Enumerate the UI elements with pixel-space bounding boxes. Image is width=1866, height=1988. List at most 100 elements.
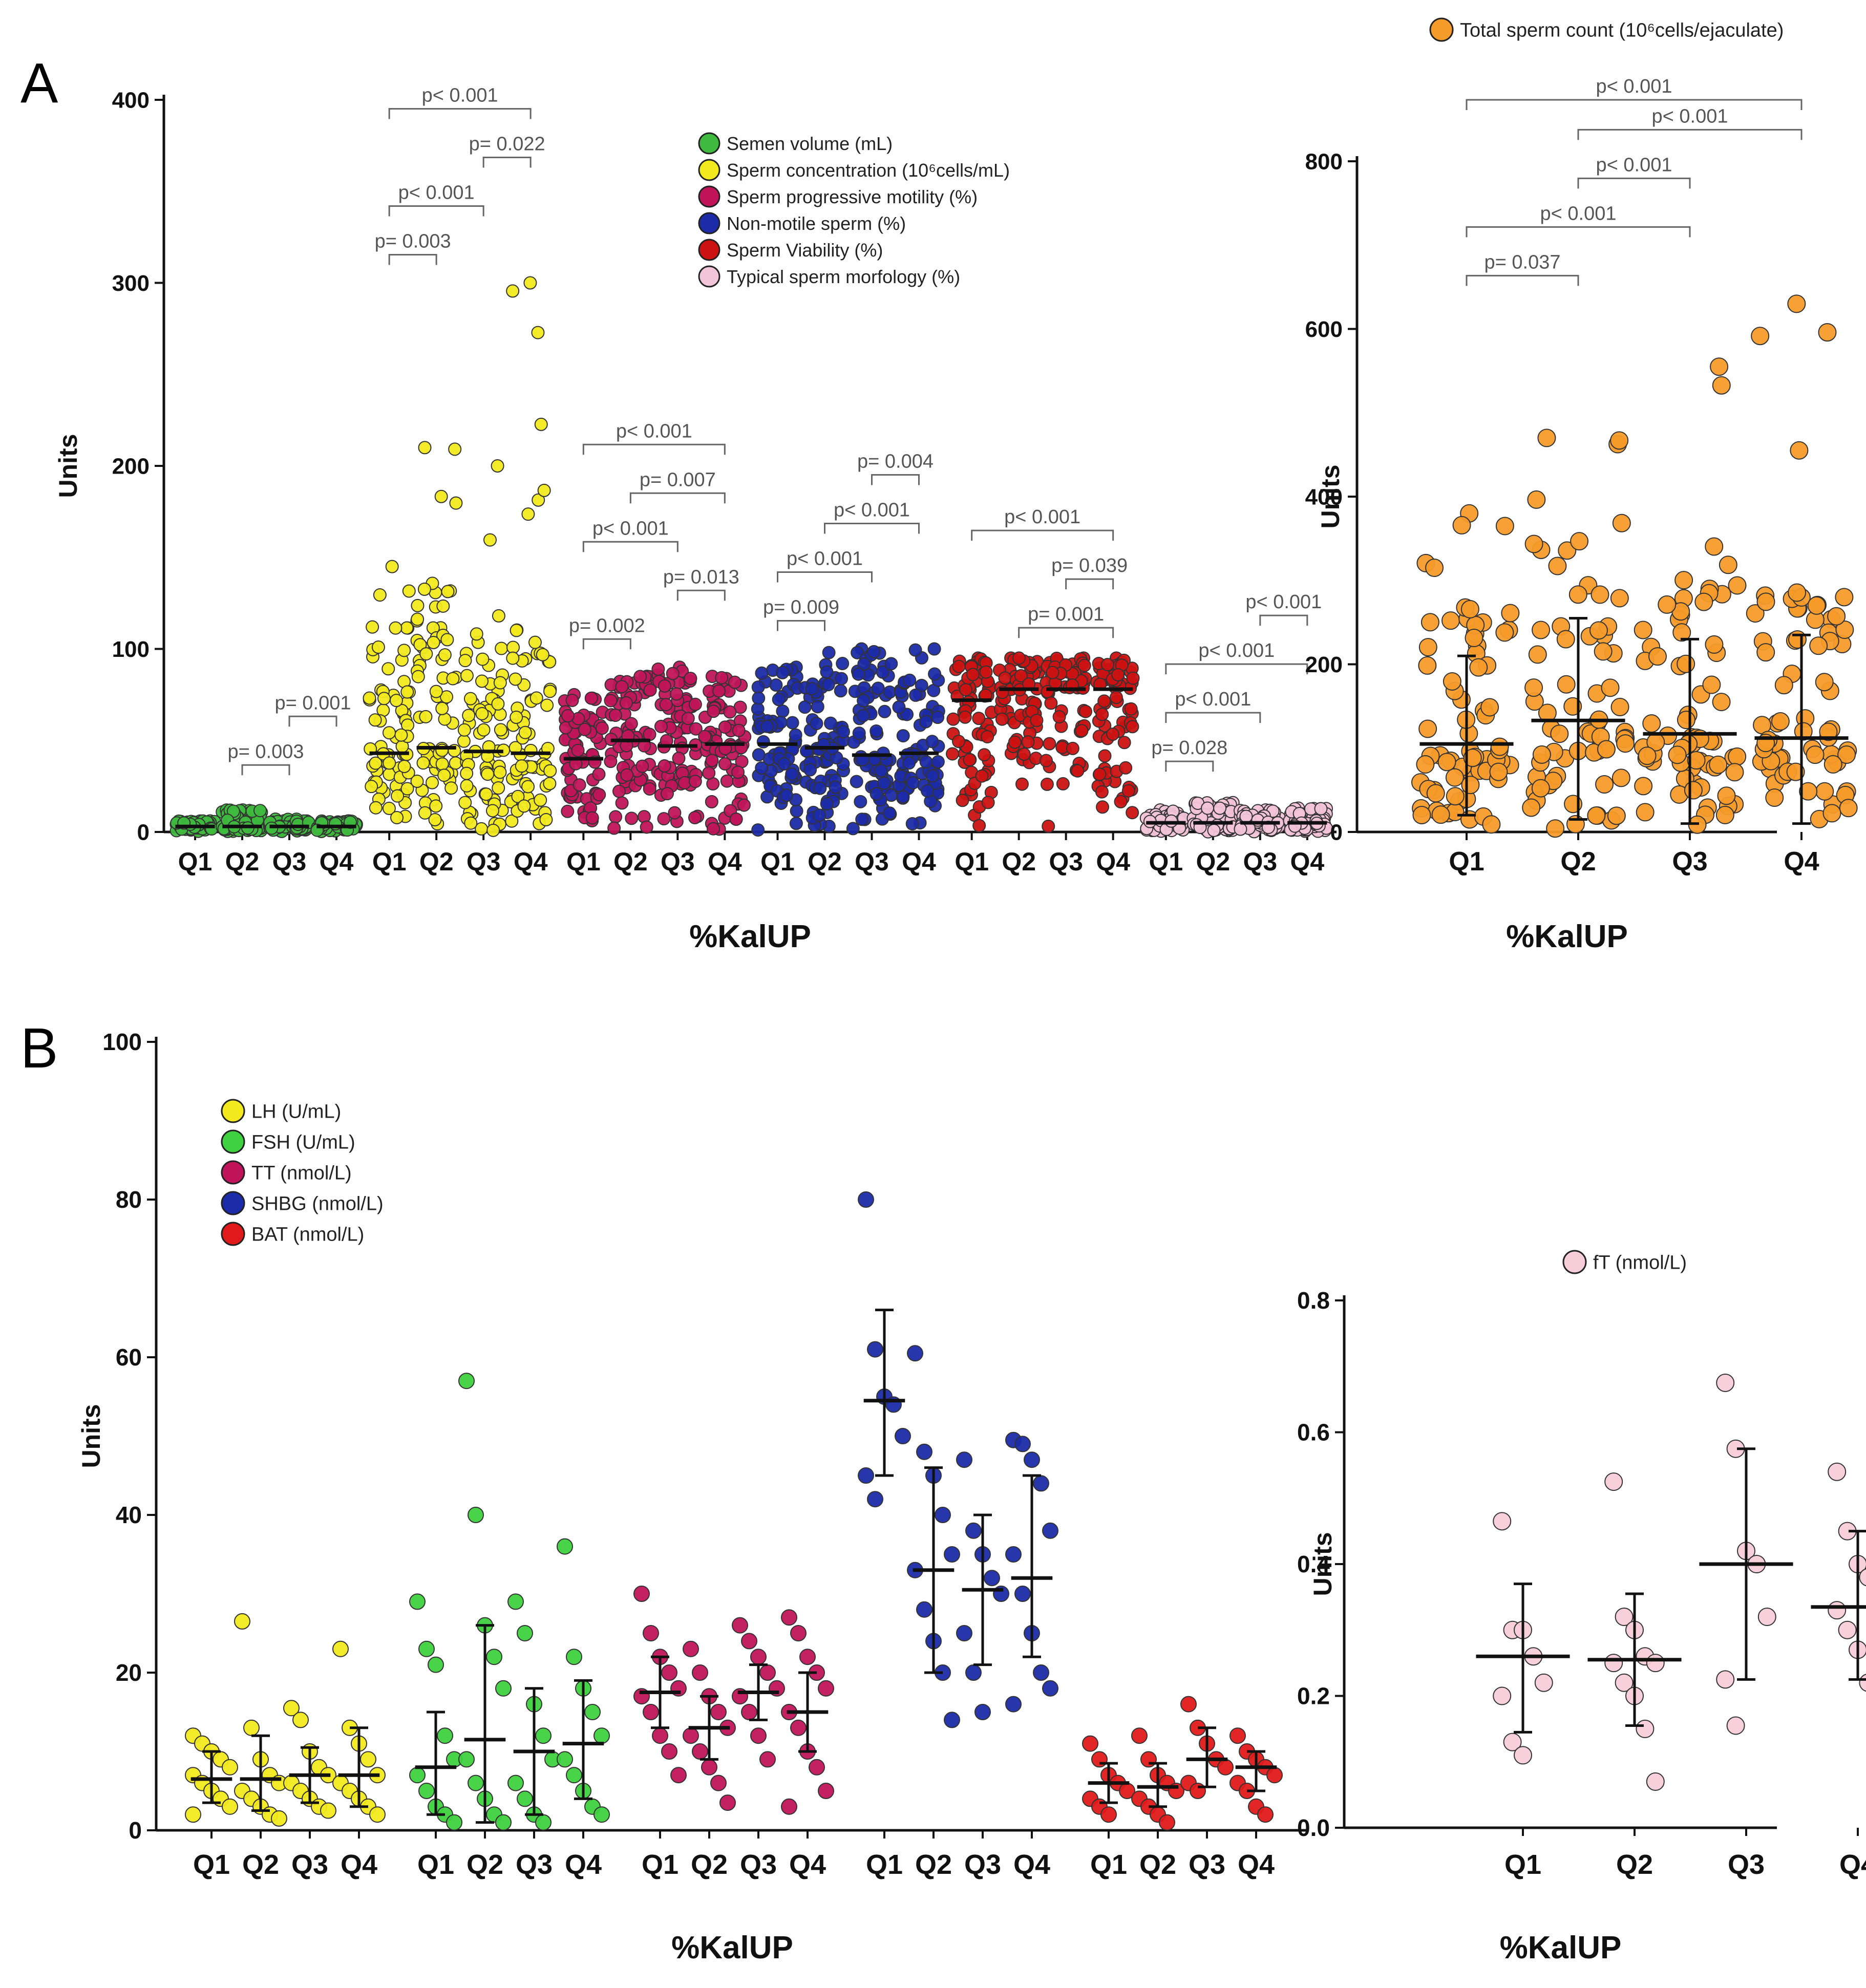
data-point bbox=[752, 748, 766, 762]
x-tick-label: Q3 bbox=[466, 847, 501, 876]
y-tick-label: 600 bbox=[1305, 317, 1343, 342]
data-point bbox=[397, 644, 411, 657]
data-point bbox=[1441, 611, 1460, 630]
data-point bbox=[643, 782, 656, 796]
data-point bbox=[824, 716, 838, 730]
data-point bbox=[928, 667, 942, 681]
y-tick-label: 0 bbox=[129, 1817, 142, 1844]
data-point bbox=[1636, 1719, 1655, 1738]
data-point bbox=[635, 759, 649, 773]
data-point bbox=[1121, 784, 1135, 798]
data-point bbox=[483, 533, 497, 547]
data-point bbox=[972, 712, 986, 725]
data-point bbox=[495, 1814, 512, 1831]
data-point bbox=[543, 685, 557, 698]
significance-label: p< 0.001 bbox=[1004, 506, 1080, 528]
data-point bbox=[718, 720, 732, 734]
data-point bbox=[481, 767, 495, 781]
legend-entry-sperm-progressive-motility: Sperm progressive motility (%) bbox=[727, 186, 978, 207]
panel-label-A: A bbox=[20, 52, 58, 115]
data-point bbox=[903, 673, 917, 687]
data-point bbox=[1702, 675, 1721, 694]
significance-bracket bbox=[824, 523, 920, 534]
x-tick-label: Q2 bbox=[1002, 847, 1036, 876]
x-tick-label: Q4 bbox=[789, 1849, 826, 1880]
data-point bbox=[1042, 1680, 1058, 1697]
data-point bbox=[732, 723, 746, 737]
data-point bbox=[1568, 585, 1587, 604]
data-point bbox=[1126, 806, 1139, 820]
data-point bbox=[867, 645, 881, 658]
data-point bbox=[661, 1664, 677, 1681]
data-point bbox=[965, 1522, 982, 1539]
x-tick-label: Q3 bbox=[964, 1849, 1001, 1880]
data-point bbox=[561, 709, 575, 722]
data-point bbox=[1030, 714, 1044, 728]
significance-label: p= 0.002 bbox=[569, 615, 645, 636]
y-tick-label: 20 bbox=[116, 1659, 142, 1686]
panel-label-B: B bbox=[20, 1017, 58, 1080]
data-point bbox=[1033, 1664, 1049, 1681]
data-point bbox=[411, 612, 425, 626]
data-point bbox=[462, 709, 476, 722]
x-tick-label: Q1 bbox=[178, 847, 213, 876]
data-point bbox=[1078, 704, 1092, 718]
data-point bbox=[1005, 1546, 1022, 1563]
data-point bbox=[1715, 805, 1734, 824]
data-point bbox=[956, 794, 969, 807]
data-point bbox=[402, 584, 416, 598]
data-point bbox=[876, 746, 890, 760]
data-point bbox=[1809, 636, 1828, 655]
significance-label: p= 0.007 bbox=[640, 469, 716, 490]
legend-entry-sperm-viability: Sperm Viability (%) bbox=[727, 240, 883, 261]
data-point bbox=[468, 1775, 484, 1791]
legend-entry-lh-u-ml: LH (U/mL) bbox=[251, 1101, 341, 1123]
data-point bbox=[365, 780, 378, 794]
data-point bbox=[759, 1664, 776, 1681]
data-point bbox=[435, 701, 449, 715]
x-tick-label: Q2 bbox=[1196, 847, 1230, 876]
data-point bbox=[1788, 583, 1807, 602]
legend-marker bbox=[221, 1160, 245, 1185]
significance-bracket bbox=[971, 529, 1114, 541]
data-point bbox=[400, 782, 414, 796]
data-point bbox=[1420, 613, 1439, 632]
legend-entry-fsh-u-ml: FSH (U/mL) bbox=[251, 1132, 355, 1153]
data-point bbox=[1095, 800, 1109, 814]
data-point bbox=[1807, 596, 1826, 615]
data-point bbox=[243, 1719, 260, 1736]
data-point bbox=[1234, 822, 1247, 836]
data-point bbox=[1114, 795, 1128, 808]
data-point bbox=[1418, 719, 1437, 738]
data-point bbox=[781, 1798, 797, 1815]
data-point bbox=[400, 685, 414, 699]
data-point bbox=[529, 691, 543, 705]
data-point bbox=[1827, 607, 1846, 626]
data-point bbox=[1033, 1475, 1049, 1492]
data-point bbox=[1815, 782, 1834, 801]
data-point bbox=[785, 767, 799, 781]
data-point bbox=[958, 710, 972, 724]
data-point bbox=[382, 726, 396, 740]
data-point bbox=[1425, 559, 1444, 578]
data-point bbox=[956, 1451, 972, 1468]
data-point bbox=[981, 730, 994, 743]
x-tick-label: Q2 bbox=[1139, 1849, 1176, 1880]
data-point bbox=[789, 817, 803, 830]
data-point bbox=[1638, 746, 1657, 765]
data-point bbox=[418, 806, 432, 820]
data-point bbox=[1771, 712, 1790, 731]
data-point bbox=[438, 648, 452, 662]
data-point bbox=[1634, 777, 1653, 796]
data-point bbox=[410, 775, 424, 788]
data-point bbox=[1612, 514, 1631, 532]
x-tick-label: Q4 bbox=[341, 1849, 377, 1880]
data-point bbox=[902, 756, 916, 770]
data-point bbox=[790, 1625, 807, 1641]
data-point bbox=[1093, 767, 1107, 781]
data-point bbox=[457, 734, 471, 748]
x-tick-label: Q4 bbox=[708, 847, 742, 876]
data-point bbox=[1709, 755, 1728, 774]
data-point bbox=[185, 1806, 201, 1823]
x-tick-label: Q4 bbox=[320, 847, 354, 876]
